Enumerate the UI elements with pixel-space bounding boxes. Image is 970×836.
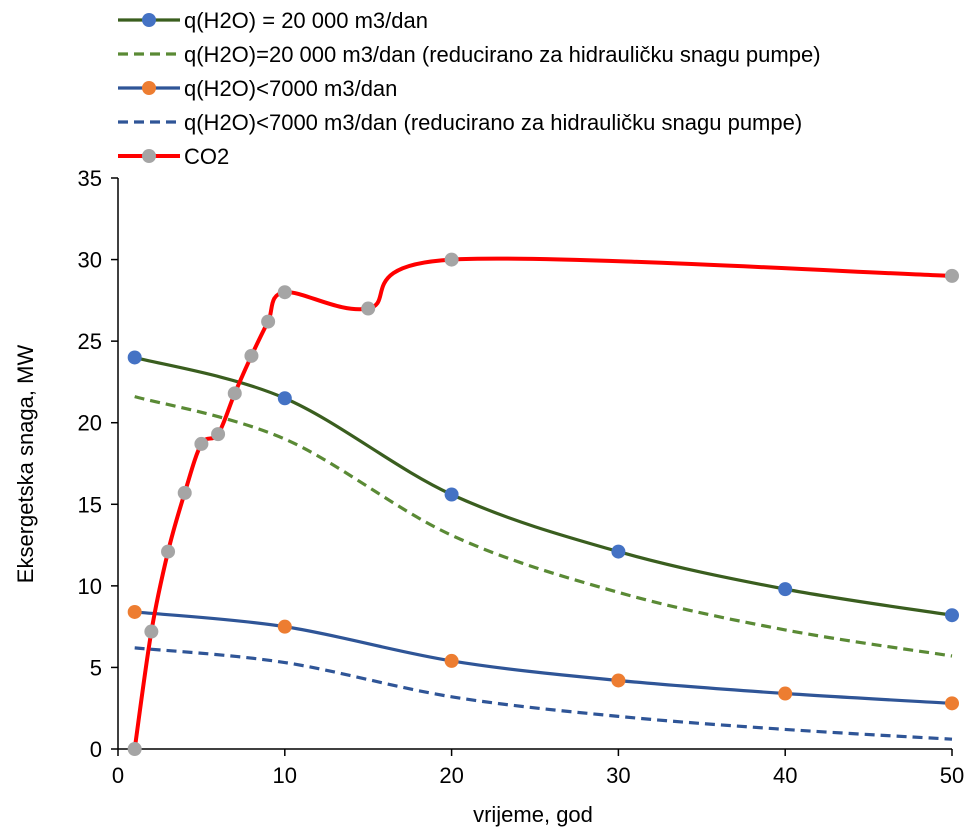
legend-item: q(H2O) = 20 000 m3/dan <box>118 8 428 33</box>
data-point <box>778 582 793 597</box>
legend: q(H2O) = 20 000 m3/dan q(H2O)=20 000 m3/d… <box>118 8 821 169</box>
legend-item: q(H2O)=20 000 m3/dan (reducirano za hidr… <box>118 42 821 67</box>
x-tick-label: 20 <box>439 763 463 788</box>
data-point <box>277 285 292 300</box>
legend-label: q(H2O)<7000 m3/dan <box>184 76 397 101</box>
legend-item: q(H2O)<7000 m3/dan <box>118 76 397 101</box>
series-line-3 <box>134 610 953 705</box>
legend-label: q(H2O)=20 000 m3/dan (reducirano za hidr… <box>184 42 821 67</box>
data-point <box>127 742 142 756</box>
x-tick-label: 0 <box>112 763 124 788</box>
data-point <box>261 314 276 329</box>
series-markers <box>127 252 959 756</box>
legend-swatch-marker <box>142 149 156 163</box>
y-axis-title: Eksergetska snaga, MW <box>13 345 38 584</box>
data-point <box>444 487 459 502</box>
data-point <box>177 485 192 500</box>
data-point <box>444 653 459 668</box>
data-point <box>945 696 959 711</box>
x-axis-title: vrijeme, god <box>473 802 593 827</box>
y-tick-label: 30 <box>78 248 102 273</box>
x-tick-label: 30 <box>606 763 630 788</box>
axes: 0 5 10 15 20 25 30 35 0 10 20 30 40 50 <box>78 166 965 788</box>
y-tick-label: 25 <box>78 329 102 354</box>
legend-label: q(H2O)<7000 m3/dan (reducirano za hidrau… <box>184 110 802 135</box>
data-point <box>778 686 793 701</box>
y-tick-label: 10 <box>78 574 102 599</box>
data-point <box>945 268 959 283</box>
series-line-4 <box>134 646 953 741</box>
data-point <box>194 436 209 451</box>
series-lines <box>132 256 953 750</box>
data-point <box>444 252 459 267</box>
y-tick-label: 0 <box>90 737 102 762</box>
data-point <box>361 301 376 316</box>
legend-item: q(H2O)<7000 m3/dan (reducirano za hidrau… <box>118 110 802 135</box>
y-tick-label: 5 <box>90 655 102 680</box>
x-tick-label: 10 <box>273 763 297 788</box>
data-point <box>611 544 626 559</box>
data-point <box>144 624 159 639</box>
y-tick-label: 15 <box>78 492 102 517</box>
legend-swatch-marker <box>142 13 156 27</box>
data-point <box>277 391 292 406</box>
data-point <box>127 604 142 619</box>
data-point <box>945 608 959 623</box>
series-line-5 <box>132 256 953 750</box>
data-point <box>244 348 259 363</box>
x-tick-label: 50 <box>940 763 964 788</box>
legend-item: CO2 <box>118 144 229 169</box>
legend-swatch-marker <box>142 81 156 95</box>
data-point <box>161 544 176 559</box>
y-tick-label: 20 <box>78 411 102 436</box>
data-point <box>277 619 292 634</box>
x-tick-label: 40 <box>773 763 797 788</box>
data-point <box>227 386 242 401</box>
series-line-1 <box>134 355 953 617</box>
data-point <box>211 427 226 442</box>
y-tick-label: 35 <box>78 166 102 191</box>
data-point <box>127 350 142 365</box>
legend-label: CO2 <box>184 144 229 169</box>
series-line-2 <box>134 395 953 658</box>
legend-label: q(H2O) = 20 000 m3/dan <box>184 8 428 33</box>
data-point <box>611 673 626 688</box>
